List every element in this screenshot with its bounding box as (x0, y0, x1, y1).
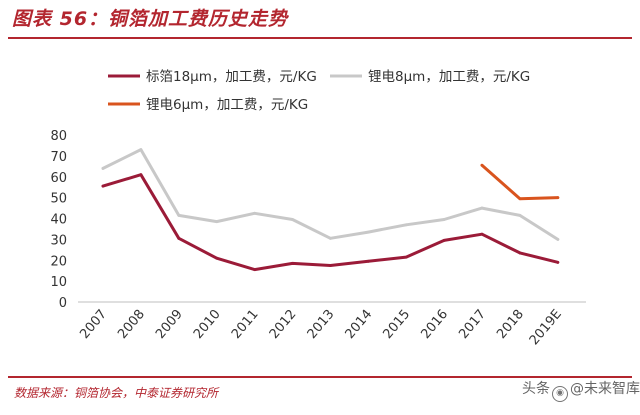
data-point (404, 255, 408, 259)
data-point (518, 197, 522, 201)
data-point (139, 173, 143, 177)
data-point (404, 223, 408, 227)
x-tick-label: 2019E (527, 307, 565, 348)
data-point (329, 236, 332, 240)
x-tick-label: 2014 (343, 307, 376, 342)
line-chart: 标箔18μm，加工费，元/KG 锂电8μm，加工费，元/KG 锂电6μm，加工费，元… (50, 69, 586, 348)
x-tick-label: 2011 (229, 307, 262, 342)
data-point (518, 213, 522, 217)
data-point (366, 230, 370, 234)
data-point (442, 218, 446, 221)
data-point (480, 163, 484, 167)
data-point (253, 268, 256, 272)
data-point (215, 256, 219, 260)
data-point (177, 213, 181, 217)
data-point (101, 167, 105, 170)
x-tick-label: 2013 (305, 307, 338, 342)
y-tick-label: 50 (50, 192, 67, 207)
data-point (480, 206, 484, 210)
y-tick-label: 0 (59, 296, 67, 311)
y-tick-label: 30 (50, 233, 67, 248)
watermark-name: @未来智库 (570, 381, 640, 397)
data-point (291, 261, 294, 265)
data-point (291, 218, 294, 221)
y-tick-label: 10 (50, 275, 67, 290)
source-note: 数据来源：铜箔协会，中泰证券研究所 (14, 386, 219, 400)
x-tick-label: 2012 (267, 307, 300, 342)
data-point (329, 264, 332, 267)
watermark-prefix: 头条 (522, 381, 550, 397)
x-tick-label: 2010 (191, 307, 224, 342)
x-tick-label: 2007 (77, 307, 110, 342)
data-point (556, 196, 560, 200)
x-tick-label: 2016 (418, 307, 451, 342)
title-divider (8, 37, 632, 39)
data-point (215, 220, 219, 224)
watermark: 头条 ◉ @未来智库 (522, 378, 640, 402)
data-point (101, 184, 105, 188)
data-point (253, 211, 256, 215)
x-tick-label: 2008 (115, 307, 148, 342)
chart-title: 图表 56：铜箔加工费历史走势 (12, 8, 289, 30)
data-point (480, 232, 484, 236)
y-tick-label: 80 (50, 129, 67, 144)
data-point (518, 251, 522, 255)
footer-divider (8, 376, 632, 378)
x-tick-label: 2017 (456, 307, 489, 342)
data-point (139, 148, 143, 152)
y-tick-label: 60 (50, 171, 67, 186)
watermark-icon: ◉ (552, 386, 568, 402)
legend-label: 锂电8μm，加工费，元/KG (368, 69, 530, 85)
x-tick-label: 2015 (381, 307, 414, 342)
data-point (177, 236, 181, 240)
series-line (480, 163, 560, 201)
data-point (556, 260, 560, 264)
x-tick-label: 2018 (494, 307, 527, 342)
y-tick-label: 20 (50, 254, 67, 269)
data-point (366, 259, 370, 263)
y-tick-label: 70 (50, 150, 67, 165)
data-point (556, 237, 560, 241)
y-tick-label: 40 (50, 213, 67, 228)
legend-label: 锂电6μm，加工费，元/KG (146, 97, 308, 113)
data-point (442, 239, 446, 242)
legend-label: 标箔18μm，加工费，元/KG (146, 69, 317, 85)
series-line (101, 173, 560, 272)
x-tick-label: 2009 (153, 307, 186, 342)
